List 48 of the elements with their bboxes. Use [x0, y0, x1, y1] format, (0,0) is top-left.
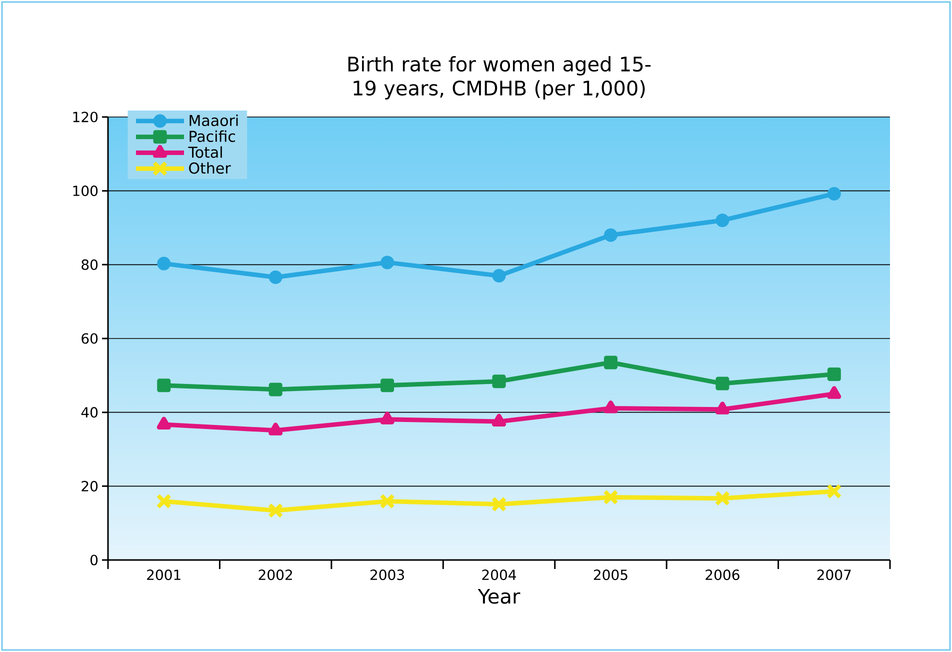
point [716, 214, 730, 228]
point [380, 494, 395, 509]
y-tick-label: 60 [82, 333, 98, 344]
point [380, 378, 394, 392]
x-tick-label: 2002 [258, 570, 292, 580]
y-tick-label: 80 [82, 259, 98, 270]
legend-label: Other [189, 162, 231, 174]
point [268, 270, 282, 284]
legend-label: Total [188, 146, 222, 158]
point [492, 414, 506, 427]
point [492, 374, 506, 388]
x-tick-label: 2001 [147, 570, 180, 580]
y-tick-label: 120 [73, 112, 98, 122]
y-tick-label: 100 [73, 186, 98, 196]
point [827, 187, 841, 201]
point [714, 490, 730, 506]
x-tick-label: 2004 [482, 570, 516, 580]
point [380, 412, 394, 424]
x-axis-title: Year [478, 588, 520, 604]
x-tick-label: 2003 [370, 570, 404, 580]
point [157, 378, 171, 392]
point [156, 416, 171, 430]
point [604, 228, 618, 242]
point [603, 490, 618, 505]
point [715, 402, 730, 414]
point [268, 382, 282, 396]
point [157, 256, 171, 270]
point [268, 422, 283, 436]
point [492, 268, 506, 282]
point [827, 386, 842, 399]
point [380, 256, 394, 270]
point [156, 494, 172, 509]
chart-title: Birth rate for women aged 15-19 years, CMDHB (per 1,000) [348, 56, 651, 100]
y-tick-label: 20 [82, 480, 98, 492]
x-tick-label: 2005 [594, 570, 628, 580]
legend-label: Maaori [190, 114, 238, 126]
point [604, 356, 618, 370]
point [268, 502, 284, 518]
x-tick-label: 2007 [817, 570, 851, 580]
point [604, 400, 618, 414]
point [827, 368, 841, 382]
point [716, 376, 730, 390]
point [826, 484, 842, 499]
y-tick-label: 0 [90, 554, 98, 566]
y-tick-label: 40 [81, 407, 98, 418]
legend-label: Pacific [190, 130, 235, 142]
x-tick-label: 2006 [706, 570, 740, 580]
point [491, 496, 507, 512]
